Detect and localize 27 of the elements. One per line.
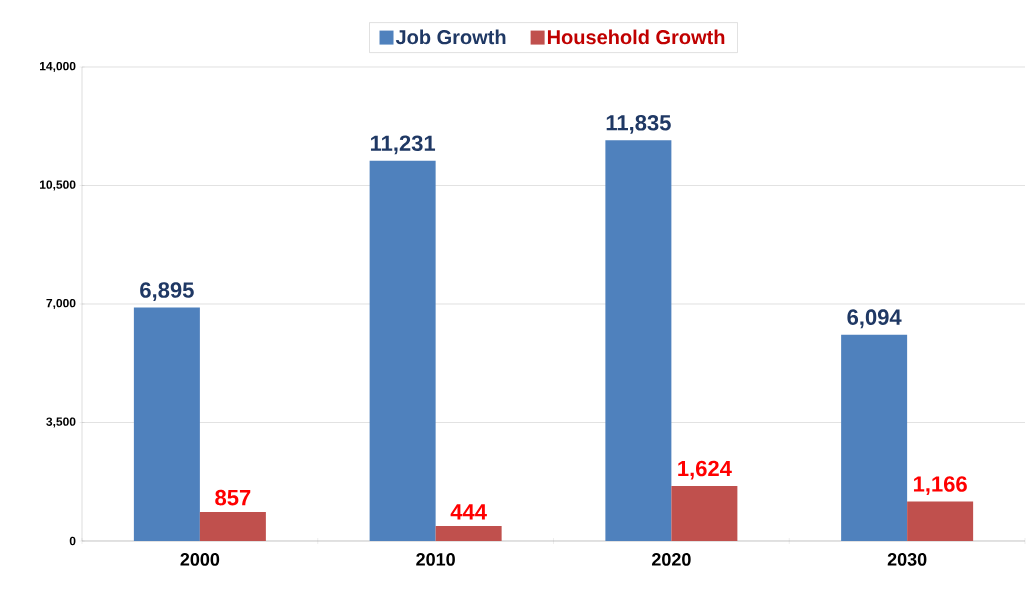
bar bbox=[907, 501, 974, 541]
y-tick-label: 14,000 bbox=[40, 61, 76, 73]
bar bbox=[841, 334, 908, 541]
bar bbox=[369, 160, 436, 541]
x-tick-label: 2030 bbox=[887, 553, 927, 566]
x-tick-label: 2010 bbox=[416, 553, 455, 566]
data-label: 444 bbox=[450, 504, 487, 520]
legend-label: Job Growth bbox=[395, 29, 506, 45]
data-label: 11,231 bbox=[370, 135, 436, 155]
data-label: 11,835 bbox=[606, 114, 671, 134]
legend-label: Household Growth bbox=[547, 29, 725, 45]
data-label: 1,166 bbox=[913, 476, 967, 495]
y-tick-label: 7,000 bbox=[46, 298, 76, 310]
bar bbox=[435, 525, 502, 541]
data-label: 857 bbox=[215, 489, 251, 506]
y-tick-label: 10,500 bbox=[40, 180, 76, 191]
bar bbox=[133, 307, 200, 541]
bar bbox=[605, 140, 672, 541]
x-tick-label: 2020 bbox=[651, 553, 691, 566]
y-tick-label: 0 bbox=[69, 536, 76, 546]
bar bbox=[199, 511, 266, 541]
data-label: 1,624 bbox=[678, 460, 732, 480]
data-label: 6,094 bbox=[847, 309, 902, 329]
data-label: 6,895 bbox=[140, 282, 194, 302]
y-tick-label: 3,500 bbox=[46, 417, 76, 428]
x-tick-label: 2000 bbox=[180, 553, 220, 566]
bar bbox=[671, 486, 738, 541]
